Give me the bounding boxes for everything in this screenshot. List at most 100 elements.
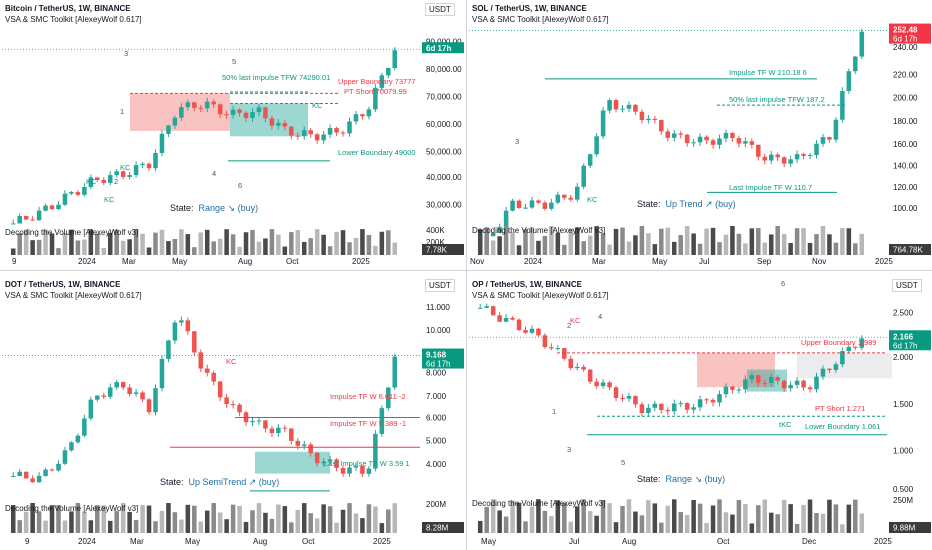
volume-bar xyxy=(289,232,294,255)
candle xyxy=(146,163,152,169)
candle xyxy=(360,466,365,474)
volume-bar xyxy=(386,509,391,533)
candle xyxy=(762,156,768,161)
volume-bar xyxy=(373,245,378,255)
volume-bar xyxy=(743,243,748,255)
volume-bar xyxy=(801,504,806,533)
candle xyxy=(768,154,774,161)
annotation-label: Impulse TF W 5.389 -1 xyxy=(330,419,406,428)
volume-bar xyxy=(263,238,268,255)
candle xyxy=(807,387,813,390)
candle xyxy=(153,388,158,413)
candle xyxy=(626,396,632,399)
volume-bar xyxy=(379,231,385,255)
volume-bar xyxy=(146,247,152,255)
last-price-badge xyxy=(889,330,931,351)
candle xyxy=(814,376,819,390)
candle xyxy=(140,163,145,166)
candle xyxy=(386,68,391,76)
annotation-label: 50% last impulse TFW 74290.01 xyxy=(222,73,330,82)
candle xyxy=(301,130,307,137)
volume-value-label: 7.78K xyxy=(426,246,448,255)
annotation-label: 1 xyxy=(552,407,556,416)
volume-bar xyxy=(807,499,813,533)
dot-panel[interactable]: DOT / TetherUS, 1W, BINANCE VSA & SMC To… xyxy=(0,271,466,550)
volume-bar xyxy=(62,233,68,255)
volume-bar xyxy=(652,244,658,255)
volume-bar xyxy=(484,506,489,533)
volume-bar xyxy=(807,242,813,255)
candle xyxy=(146,399,152,413)
candle xyxy=(743,379,748,390)
candle xyxy=(243,112,249,118)
volume-bar xyxy=(768,512,774,533)
x-tick-label: Mar xyxy=(130,537,144,546)
panel-title: Bitcoin / TetherUS, 1W, BINANCE xyxy=(5,4,131,13)
currency-badge[interactable]: USDT xyxy=(892,279,922,292)
candle xyxy=(497,315,502,322)
volume-bar xyxy=(308,238,313,255)
candle xyxy=(237,109,242,113)
btc-panel[interactable]: Bitcoin / TetherUS, 1W, BINANCE VSA & SM… xyxy=(0,0,466,270)
candle xyxy=(159,358,165,389)
price-tick-label: 220.00 xyxy=(893,70,918,79)
x-tick-label: 2025 xyxy=(874,537,892,546)
candle xyxy=(185,320,191,332)
sol-panel[interactable]: SOL / TetherUS, 1W, BINANCE VSA & SMC To… xyxy=(467,0,932,270)
volume-bar xyxy=(224,519,229,533)
candle xyxy=(256,107,262,113)
volume-bar xyxy=(503,516,509,533)
x-tick-label: Oct xyxy=(717,537,730,546)
x-tick-label: 2025 xyxy=(875,257,893,266)
volume-value-badge xyxy=(889,522,931,533)
candle xyxy=(652,403,658,408)
candle xyxy=(794,380,800,385)
volume-value-badge xyxy=(889,244,931,255)
candle xyxy=(626,104,632,109)
candle xyxy=(503,317,509,322)
volume-bar xyxy=(549,516,554,533)
price-tick-label: 0.500 xyxy=(893,485,914,494)
volume-bar xyxy=(107,232,113,255)
candle xyxy=(327,128,333,135)
candle xyxy=(536,200,541,203)
chart-svg: 240.00 220.00 200.00 180.00 160.00 140.00 120.… xyxy=(469,23,931,266)
volume-bar xyxy=(704,228,709,255)
annotation-label: KC xyxy=(86,177,97,186)
volume-bar xyxy=(10,248,16,255)
price-tick-label: 1.500 xyxy=(893,400,914,409)
state-readout: State: Up SemiTrend ↗ (buy) xyxy=(160,477,280,487)
annotation-label: 50% last impulse TFW 187.2 xyxy=(729,95,825,104)
volume-bar xyxy=(581,499,586,533)
volume-bar xyxy=(652,503,658,533)
volume-bar xyxy=(846,504,852,533)
candle xyxy=(587,369,593,382)
candle xyxy=(691,142,696,144)
volume-bar xyxy=(49,505,55,533)
candle xyxy=(697,136,703,143)
candle xyxy=(555,348,561,350)
candle xyxy=(179,107,184,118)
volume-bar xyxy=(23,511,29,533)
candle xyxy=(840,351,845,365)
candle xyxy=(853,346,858,348)
volume-bar xyxy=(75,240,81,255)
op-panel[interactable]: OP / TetherUS, 1W, BINANCE VSA & SMC Too… xyxy=(467,271,932,550)
annotation-label: Last Impulse TF W 110.7 xyxy=(729,183,812,192)
volume-bar xyxy=(827,499,832,533)
volume-bar xyxy=(529,227,535,255)
currency-badge[interactable]: USDT xyxy=(425,3,455,16)
candle xyxy=(574,366,580,369)
volume-bar xyxy=(347,242,352,255)
candle xyxy=(801,380,806,388)
chart-svg: 2.5002.0001.5001.0000.500250M9.88M2.1666… xyxy=(469,279,931,546)
currency-badge[interactable]: USDT xyxy=(425,279,455,292)
volume-bar xyxy=(704,523,709,533)
candle xyxy=(107,387,113,397)
volume-bar xyxy=(127,239,132,255)
volume-tick-label: 200K xyxy=(426,238,445,247)
volume-bar xyxy=(179,519,184,533)
price-tick-label: 70,000.00 xyxy=(426,92,462,101)
volume-bar xyxy=(762,499,768,533)
candle xyxy=(114,382,119,388)
